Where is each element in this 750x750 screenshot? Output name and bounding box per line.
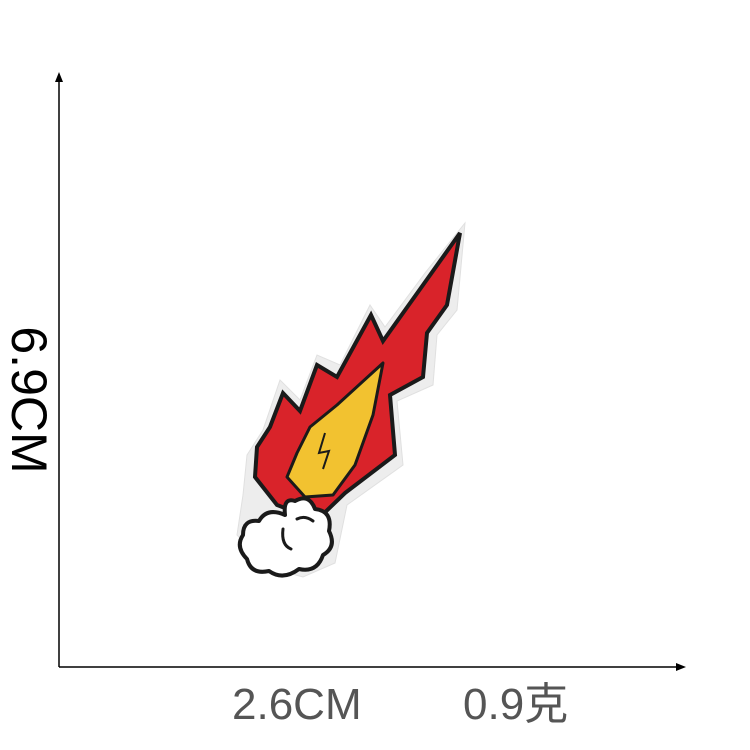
weight-label: 0.9克	[463, 680, 569, 729]
cloud-mouth	[281, 527, 293, 551]
width-dimension-label: 2.6CM	[232, 680, 362, 729]
fireball-cloud-patch-icon	[236, 221, 466, 578]
vertical-axis-arrowhead	[55, 72, 63, 82]
yellow-flame	[285, 361, 385, 499]
horizontal-axis-arrowhead	[676, 663, 686, 671]
cloud-eye	[295, 515, 315, 523]
flame-crack-detail	[317, 432, 331, 470]
height-dimension-label: 6.9CM	[1, 326, 57, 474]
